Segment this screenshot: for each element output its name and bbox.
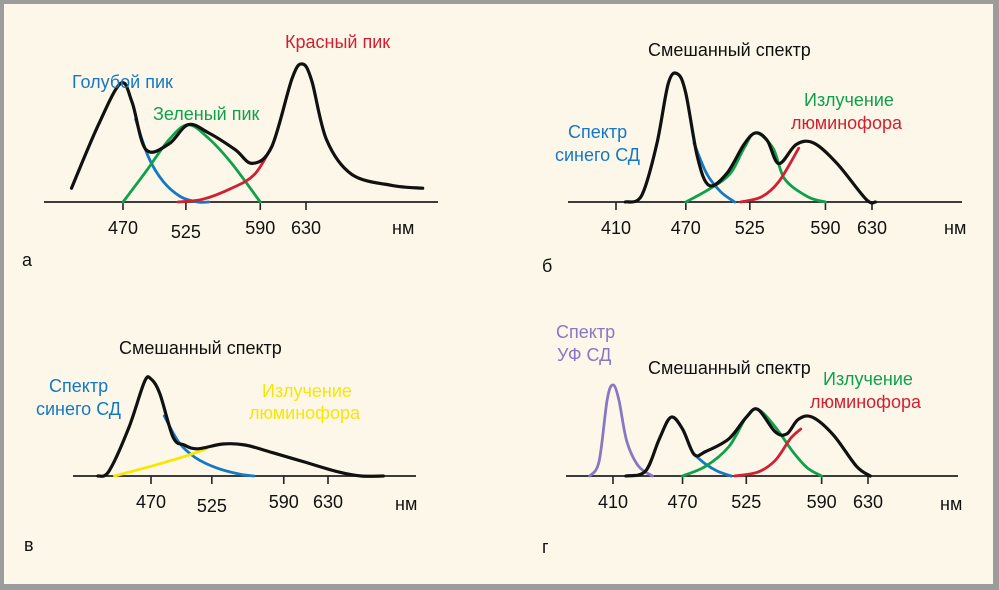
x-tick-label: 525 bbox=[171, 222, 201, 242]
panel-g: 410 470 525 590 630 Смешанный спектр Спектр … bbox=[542, 322, 962, 557]
panel-title: Смешанный спектр bbox=[648, 40, 811, 60]
x-tick-label: 590 bbox=[810, 218, 840, 238]
panel-v: 470 525 590 630 Смешанный спектр Спектр син… bbox=[24, 338, 417, 555]
panel-a: 470 525 590 630 Голубой пик Зеленый пик Кра… bbox=[22, 32, 438, 270]
panel-b: 410 470 525 590 630 Смешанный спектр Спектр … bbox=[542, 40, 966, 276]
x-tick-label: 630 bbox=[313, 492, 343, 512]
x-tick-label: 410 bbox=[598, 492, 628, 512]
x-tick-label: 630 bbox=[853, 492, 883, 512]
annotation-red-peak: Красный пик bbox=[285, 32, 390, 52]
x-tick-label: 590 bbox=[269, 492, 299, 512]
series-black-curve bbox=[623, 71, 878, 205]
curves bbox=[69, 62, 425, 204]
curves bbox=[588, 383, 872, 478]
series-blue-curve bbox=[162, 414, 256, 478]
x-tick-label: 630 bbox=[857, 218, 887, 238]
series-black-curve bbox=[69, 62, 425, 190]
annotation-phosphor-word2: люминофора bbox=[249, 403, 361, 423]
panel-title: Смешанный спектр bbox=[119, 338, 282, 358]
x-tick-label: 470 bbox=[671, 218, 701, 238]
series-green-curve bbox=[121, 123, 262, 204]
annotation-blue-led-line1: Спектр bbox=[568, 122, 627, 142]
annotation-blue-led-word2: синего СД bbox=[555, 145, 640, 165]
x-tick-label: 470 bbox=[108, 218, 138, 238]
annotation-phosphor-line1: Излучение bbox=[262, 381, 352, 401]
annotation-uv-led-word2: УФ СД bbox=[557, 345, 611, 365]
x-tick-label: 525 bbox=[197, 496, 227, 516]
x-axis-unit: нм bbox=[944, 218, 966, 238]
x-axis-unit: нм bbox=[392, 218, 414, 238]
curves bbox=[96, 375, 385, 478]
annotation-phosphor-line2: люминофора bbox=[810, 392, 922, 412]
series-red-curve bbox=[739, 146, 801, 204]
annotation-uv-led-word1: Спектр bbox=[556, 322, 615, 342]
annotation-blue-led-word1: Спектр bbox=[568, 122, 627, 142]
annotation-blue-led-word2: синего СД bbox=[36, 399, 121, 419]
x-tick-label: 590 bbox=[807, 492, 837, 512]
annotation-uv-led-line2: УФ СД bbox=[557, 345, 611, 365]
series-red-curve bbox=[176, 145, 274, 204]
series-black-curve bbox=[96, 375, 385, 478]
panel-letter: г bbox=[542, 537, 549, 557]
x-tick-label: 525 bbox=[731, 492, 761, 512]
annotation-blue-peak: Голубой пик bbox=[72, 72, 173, 92]
annotation-phosphor-word1: Излучение bbox=[262, 381, 352, 401]
series-red-curve bbox=[733, 427, 803, 478]
series-yellow-curve bbox=[113, 447, 208, 478]
curves bbox=[623, 71, 878, 205]
annotation-blue-led-word1: Спектр bbox=[49, 376, 108, 396]
x-tick-label: 410 bbox=[601, 218, 631, 238]
series-blue-curve bbox=[692, 453, 733, 478]
x-tick-label: 470 bbox=[136, 492, 166, 512]
annotation-uv-led-line1: Спектр bbox=[556, 322, 615, 342]
x-tick-label: 525 bbox=[735, 218, 765, 238]
annotation-phosphor-line1: Излучение bbox=[804, 90, 894, 110]
x-axis-unit: нм bbox=[395, 494, 417, 514]
x-axis-unit: нм bbox=[940, 494, 962, 514]
x-tick-label: 590 bbox=[245, 218, 275, 238]
panel-letter: а bbox=[22, 250, 33, 270]
x-ticks: 470 525 590 630 bbox=[108, 202, 321, 242]
series-green-curve bbox=[684, 131, 827, 204]
annotation-green-peak: Зеленый пик bbox=[153, 104, 260, 124]
annotation-blue-led-line2: синего СД bbox=[36, 399, 121, 419]
series-blue-curve bbox=[134, 117, 211, 204]
x-ticks: 410 470 525 590 630 bbox=[601, 202, 887, 238]
annotation-blue-led-line1: Спектр bbox=[49, 376, 108, 396]
x-ticks: 470 525 590 630 bbox=[136, 476, 343, 516]
x-tick-label: 630 bbox=[291, 218, 321, 238]
series-violet-curve bbox=[588, 383, 654, 478]
panel-title: Смешанный спектр bbox=[648, 358, 811, 378]
annotation-phosphor-line2: люминофора bbox=[249, 403, 361, 423]
panel-letter: в bbox=[24, 535, 34, 555]
annotation-blue-led-line2: синего СД bbox=[555, 145, 640, 165]
annotation-phosphor-line1: Излучение bbox=[823, 369, 913, 389]
x-tick-label: 470 bbox=[668, 492, 698, 512]
x-ticks: 410 470 525 590 630 bbox=[598, 476, 883, 512]
annotation-phosphor-line2: люминофора bbox=[791, 113, 903, 133]
series-black-curve bbox=[624, 407, 872, 478]
panel-letter: б bbox=[542, 256, 552, 276]
